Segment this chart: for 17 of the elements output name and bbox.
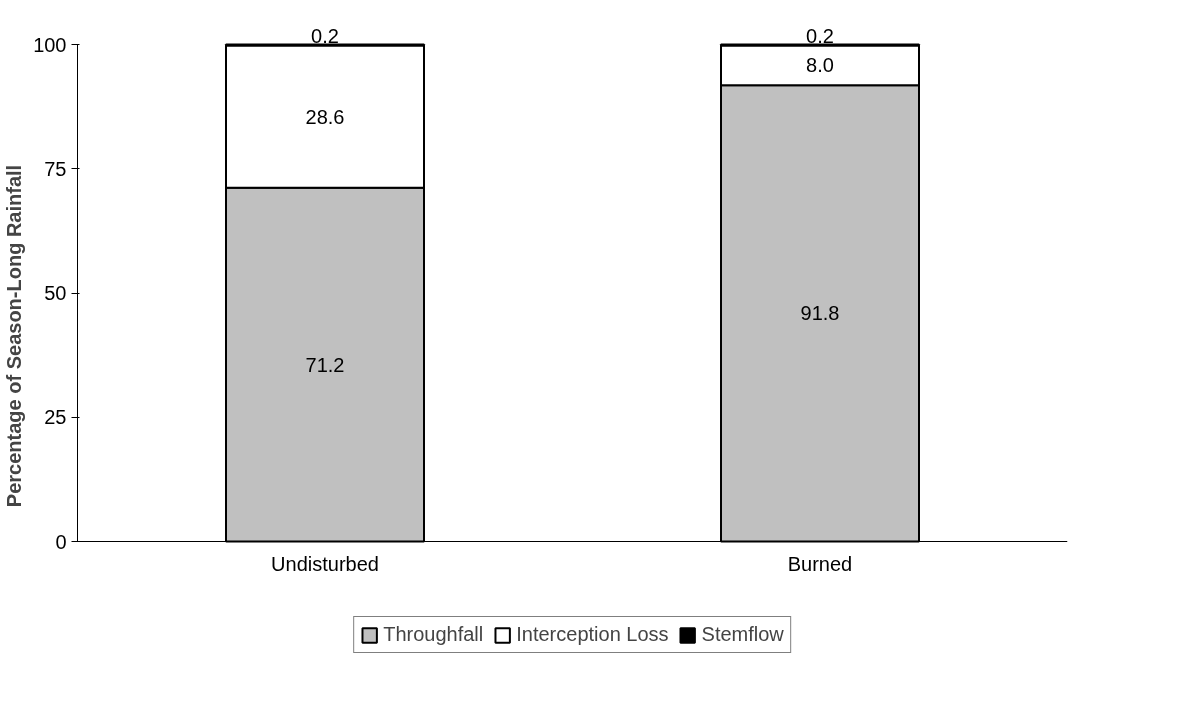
y-tick-label: 100: [33, 33, 67, 56]
data-label: 0.2: [311, 24, 339, 47]
y-axis-title: Percentage of Season-Long Rainfall: [3, 164, 26, 508]
legend-label: Throughfall: [383, 623, 484, 646]
data-label: 28.6: [305, 105, 345, 128]
y-tick-label: 25: [44, 406, 67, 429]
data-label: 0.2: [806, 24, 834, 47]
legend-label: Stemflow: [701, 623, 784, 646]
data-label: 71.2: [305, 353, 345, 376]
y-tick-label: 75: [44, 157, 67, 180]
x-tick-label: Burned: [787, 552, 853, 575]
y-tick-label: 50: [44, 282, 67, 304]
data-label: 91.8: [800, 302, 840, 325]
x-tick-label: Undisturbed: [271, 552, 379, 575]
y-tick-label: 0: [55, 530, 67, 553]
legend-label: Interception Loss: [516, 623, 669, 646]
data-label: 8.0: [806, 54, 834, 77]
